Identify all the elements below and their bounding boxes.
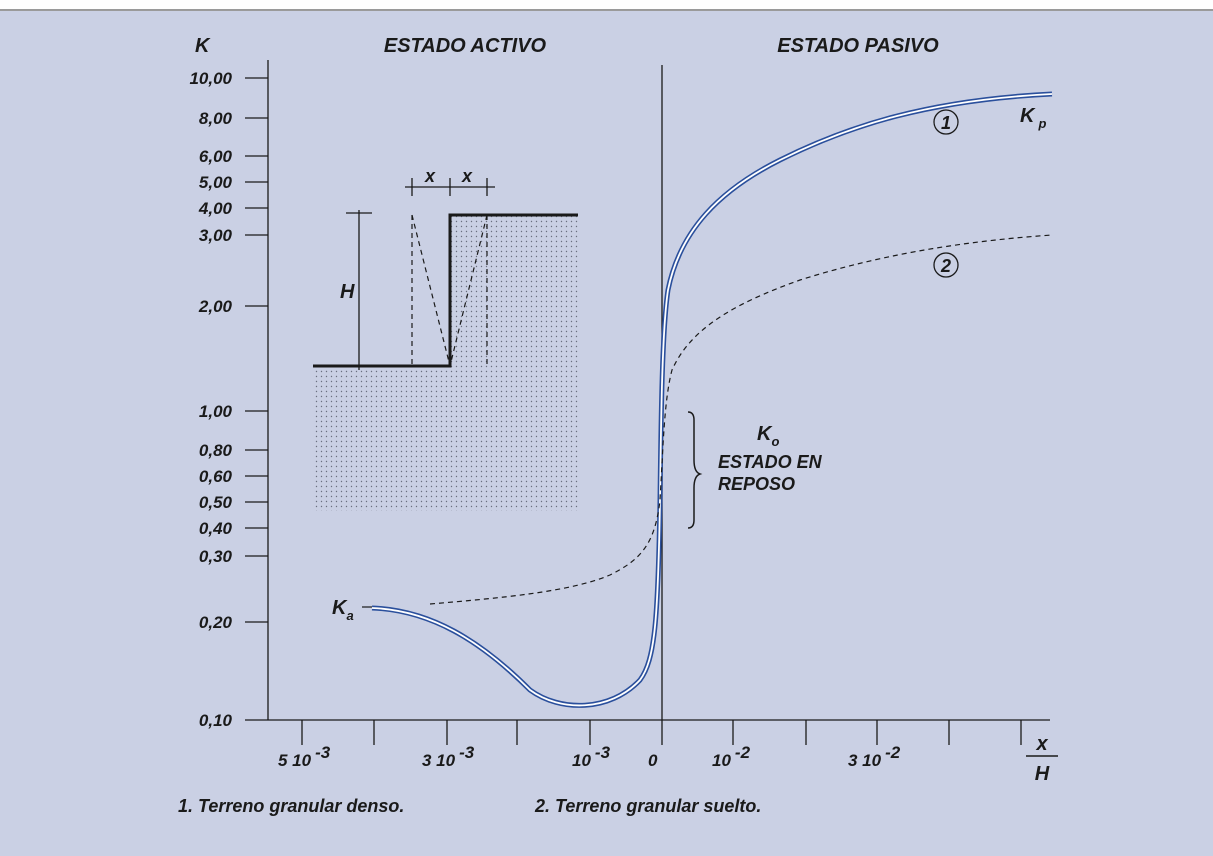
tick-base: 10: [712, 751, 731, 770]
rest-label: REPOSO: [718, 474, 795, 494]
symbol: K: [1020, 105, 1036, 127]
curves: [362, 91, 1053, 708]
symbol: K: [332, 597, 348, 619]
y-tick-label: 1,00: [199, 402, 233, 421]
soil: [315, 366, 578, 511]
height-label: H: [340, 281, 355, 303]
legend-item: 1. Terreno granular denso.: [178, 796, 404, 816]
symbol: K: [757, 423, 773, 445]
ground-profile: [313, 213, 578, 368]
tick-base: 3 10: [422, 751, 456, 770]
tick-base: 5 10: [278, 751, 312, 770]
y-tick-label: 0,80: [199, 441, 233, 460]
tick-exponent: -3: [315, 743, 331, 762]
tick-base: 0: [648, 751, 658, 770]
y-tick-label: 0,40: [199, 519, 233, 538]
y-axis-label: K: [195, 35, 211, 57]
y-tick-label: 0,20: [199, 613, 233, 632]
curve-2: [429, 234, 1053, 605]
offset-label: x: [424, 166, 436, 186]
ko-label: Ko: [757, 423, 779, 449]
curve-marker: 1: [941, 113, 951, 133]
dimension-lines: [346, 178, 495, 370]
subscript: a: [346, 608, 353, 623]
subscript: o: [771, 434, 779, 449]
y-ticks: 10,00 8,00 6,00 5,00 4,00 3,00 2,00 1,00 0,80 0,6…: [189, 69, 268, 730]
x-tick-label: 3 10 -3: [422, 743, 475, 770]
y-tick-label: 8,00: [199, 109, 233, 128]
soil: [450, 215, 578, 366]
y-tick-label: 0,60: [199, 467, 233, 486]
ka-label: Ka: [332, 597, 354, 623]
y-tick-label: 0,50: [199, 493, 233, 512]
y-tick-label: 6,00: [199, 147, 233, 166]
subscript: p: [1037, 116, 1046, 131]
inset: H x x: [313, 166, 578, 511]
brace: [687, 411, 703, 529]
x-tick-label: 10 -2: [712, 743, 751, 770]
x-axis-numerator: x: [1035, 733, 1048, 755]
y-tick-label: 0,30: [199, 547, 233, 566]
curve-1-inner: [371, 93, 1053, 707]
curve-marker: 2: [940, 256, 951, 276]
region-label: ESTADO ACTIVO: [384, 35, 547, 57]
y-tick-label: 2,00: [198, 297, 233, 316]
x-axis-denominator: H: [1035, 763, 1050, 785]
tick-exponent: -3: [595, 743, 611, 762]
panel: [0, 10, 1213, 856]
tick-exponent: -2: [735, 743, 751, 762]
legend-item: 2. Terreno granular suelto.: [534, 796, 761, 816]
rest-label: ESTADO EN: [718, 452, 823, 472]
tick-base: 10: [572, 751, 591, 770]
y-tick-label: 4,00: [198, 199, 233, 218]
x-tick-label: 10 -3: [572, 743, 611, 770]
tick-exponent: -3: [459, 743, 475, 762]
tick-base: 3 10: [848, 751, 882, 770]
dashed-lines: [411, 214, 488, 367]
offset-label: x: [461, 166, 473, 186]
tick-exponent: -2: [885, 743, 901, 762]
x-tick-label: 0: [648, 751, 658, 770]
region-label: ESTADO PASIVO: [777, 35, 939, 57]
x-tick-label: 3 10 -2: [848, 743, 901, 770]
y-tick-label: 10,00: [189, 69, 232, 88]
y-tick-label: 3,00: [199, 226, 233, 245]
y-tick-label: 0,10: [199, 711, 233, 730]
marker-circle: [933, 109, 959, 135]
y-tick-label: 5,00: [199, 173, 233, 192]
x-tick-label: 5 10 -3: [278, 743, 331, 770]
marker-circle: [933, 252, 959, 278]
x-ticks: 5 10 -3 3 10 -3 10 -3 0 10 -2 3 10 -2 xH: [278, 720, 1058, 785]
